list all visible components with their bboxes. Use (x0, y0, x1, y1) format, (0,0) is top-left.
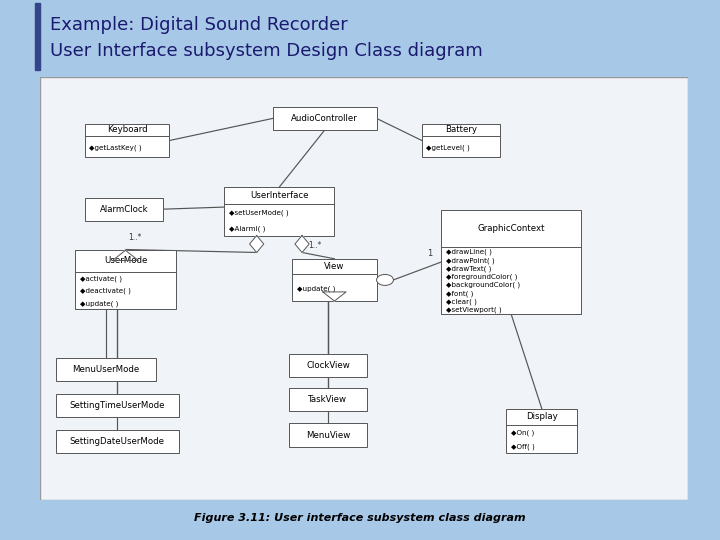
Bar (85, 124, 169, 158)
Text: ◆drawText( ): ◆drawText( ) (446, 265, 491, 272)
Text: 1..*: 1..* (309, 241, 322, 250)
Text: User Interface subsystem Design Class diagram: User Interface subsystem Design Class di… (50, 42, 483, 60)
Text: ◆On( ): ◆On( ) (510, 429, 534, 436)
Text: ◆setUserMode( ): ◆setUserMode( ) (229, 210, 289, 217)
Bar (422, 124, 500, 158)
Polygon shape (250, 235, 264, 253)
Text: ClockView: ClockView (306, 361, 350, 370)
Bar (289, 354, 367, 377)
Bar (289, 423, 367, 447)
Bar (56, 394, 179, 417)
Bar (85, 198, 163, 221)
Bar (273, 107, 377, 130)
Text: Battery: Battery (445, 125, 477, 134)
Text: ◆Off( ): ◆Off( ) (510, 443, 534, 450)
Text: SettingDateUserMode: SettingDateUserMode (70, 437, 165, 446)
Text: 1: 1 (427, 248, 432, 258)
Text: MenuView: MenuView (306, 430, 350, 440)
Text: ◆clear( ): ◆clear( ) (446, 299, 477, 305)
Text: UserMode: UserMode (104, 256, 147, 266)
Bar (506, 409, 577, 453)
Bar (56, 358, 156, 381)
Text: ◆update( ): ◆update( ) (297, 286, 336, 292)
Polygon shape (323, 292, 346, 301)
Text: ◆deactivate( ): ◆deactivate( ) (80, 288, 130, 294)
Polygon shape (112, 251, 138, 260)
Bar (76, 251, 176, 309)
Text: Figure 3.11: User interface subsystem class diagram: Figure 3.11: User interface subsystem cl… (194, 513, 526, 523)
Text: View: View (324, 262, 345, 271)
Text: GraphicContext: GraphicContext (477, 224, 545, 233)
Bar (56, 430, 179, 453)
Text: ◆foregroundColor( ): ◆foregroundColor( ) (446, 274, 517, 280)
Text: ◆font( ): ◆font( ) (446, 290, 473, 296)
Text: ◆drawLine( ): ◆drawLine( ) (446, 249, 492, 255)
Text: ◆backgroundColor( ): ◆backgroundColor( ) (446, 282, 520, 288)
Bar (35, 3, 40, 70)
Text: 1..*: 1..* (129, 233, 142, 242)
Text: ◆drawPoint( ): ◆drawPoint( ) (446, 257, 495, 264)
Text: UserInterface: UserInterface (250, 191, 309, 200)
Bar (225, 187, 334, 235)
Text: ◆activate( ): ◆activate( ) (80, 275, 122, 282)
Text: ◆AlarmI( ): ◆AlarmI( ) (229, 225, 265, 232)
Text: SettingTimeUserMode: SettingTimeUserMode (70, 401, 165, 410)
Text: TaskView: TaskView (308, 395, 348, 404)
Text: MenuUserMode: MenuUserMode (73, 365, 140, 374)
Polygon shape (295, 235, 309, 253)
Text: AlarmClock: AlarmClock (99, 205, 148, 214)
Bar (289, 388, 367, 411)
Text: ◆getLevel( ): ◆getLevel( ) (426, 145, 470, 151)
Bar (441, 210, 581, 314)
Text: Keyboard: Keyboard (107, 125, 148, 134)
Circle shape (377, 274, 393, 286)
Text: AudioController: AudioController (292, 114, 358, 123)
Text: ◆update( ): ◆update( ) (80, 301, 118, 307)
Bar (292, 259, 377, 301)
Text: ◆setViewport( ): ◆setViewport( ) (446, 307, 502, 313)
Text: Display: Display (526, 412, 558, 421)
Text: ◆getLastKey( ): ◆getLastKey( ) (89, 145, 142, 151)
Text: Example: Digital Sound Recorder: Example: Digital Sound Recorder (50, 16, 348, 34)
